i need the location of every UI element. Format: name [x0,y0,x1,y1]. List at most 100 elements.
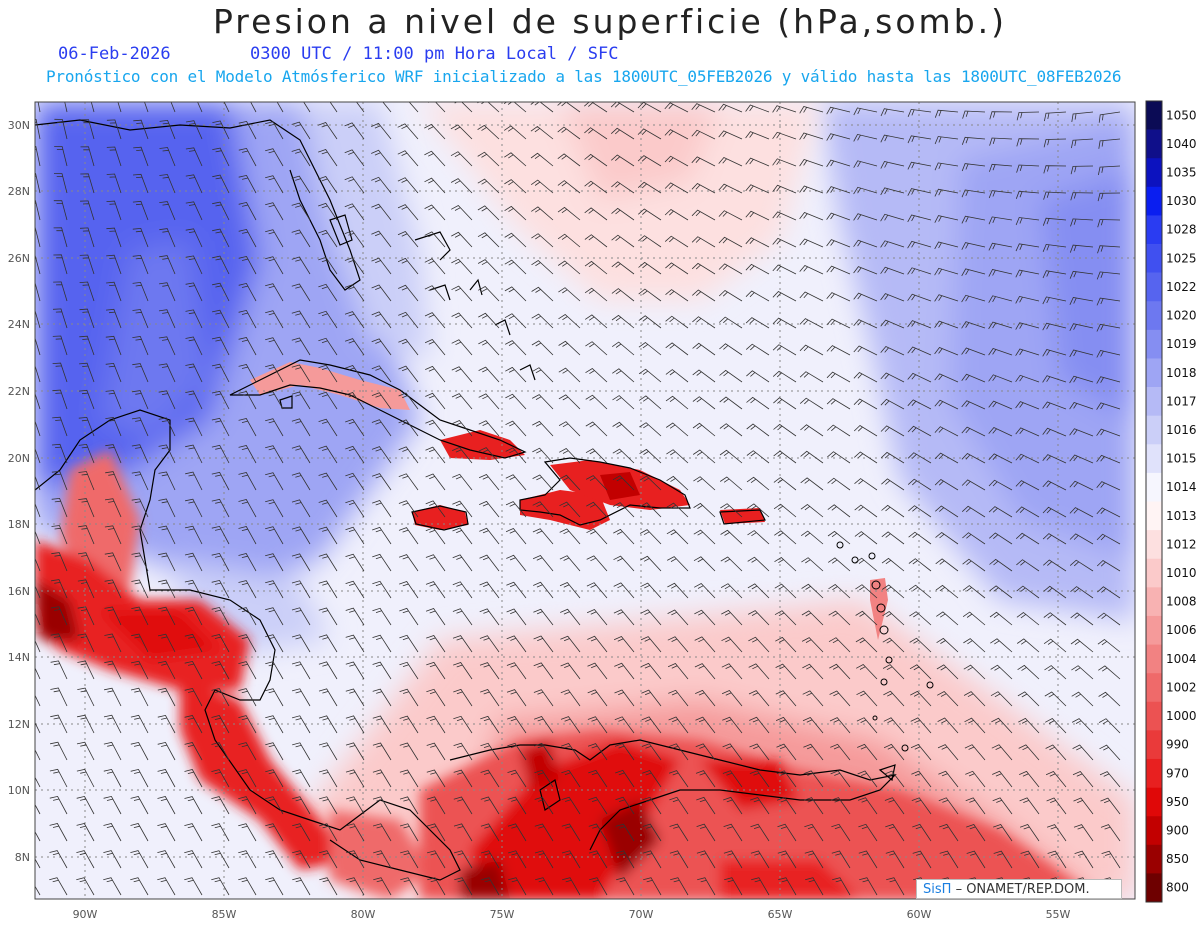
wind-barb [1043,638,1067,653]
wind-barb [506,608,527,626]
wind-barb [612,395,635,410]
wind-barb [131,525,149,545]
wind-barb [158,471,176,491]
wind-barb [1042,349,1067,357]
wind-barb [211,444,230,464]
wind-barb [799,238,824,248]
wind-barb [480,742,500,761]
colorbar-label: 1035 [1166,166,1197,180]
wind-barb [1016,585,1040,599]
wind-barb [1069,559,1094,572]
wind-barb [185,282,203,302]
wind-barb [51,497,68,518]
wind-barb [934,136,959,145]
wind-barb [831,823,851,842]
wind-barb [184,660,203,680]
wind-barb [559,528,581,545]
wind-barb [993,824,1013,842]
colorbar-label: 1015 [1166,452,1197,466]
wind-barb [803,770,824,788]
wind-barb [104,552,122,572]
wind-barb [131,498,149,518]
wind-barb [49,850,68,869]
wind-barb [79,308,95,329]
wind-barb [722,743,743,761]
wind-barb [238,228,257,248]
wind-barb [425,473,446,491]
wind-barb [478,447,500,464]
wind-barb [106,227,122,248]
wind-barb [584,314,608,329]
wind-barb [692,449,716,464]
wind-barb [747,556,770,572]
wind-barb [103,714,122,734]
wind-barb [884,797,905,815]
wind-barb [238,634,257,653]
wind-barb [853,319,878,329]
wind-barb [747,583,770,599]
wind-barb [961,136,986,145]
wind-barb [584,102,608,113]
wind-barb [857,770,878,788]
wind-barb [478,286,500,302]
wind-barb [479,527,500,545]
wind-barb [451,312,473,329]
wind-barb [584,207,608,221]
wind-barb [104,633,122,653]
wind-barb [318,391,338,410]
wind-barb [558,340,581,356]
wind-barb [907,399,932,410]
wind-barb [691,156,716,167]
wind-barb [372,823,392,842]
wind-barb [372,634,392,653]
wind-barb [507,716,527,734]
wind-barb [291,499,311,518]
wind-barb [665,369,689,383]
wind-barb [507,742,527,761]
wind-barb [961,268,986,277]
wind-barb [639,475,662,491]
wind-barb [1099,771,1121,788]
wind-barb [265,121,284,140]
wind-barb [450,178,473,194]
wind-barb [1069,428,1094,437]
wind-barb [52,308,68,329]
wind-barb [665,315,689,329]
wind-barb [827,477,851,491]
wind-barb [238,472,257,491]
wind-barb [106,146,122,167]
credit-brand: SisΠ [923,882,952,897]
wind-barb [184,742,203,761]
wind-barb [131,417,149,437]
wind-barb [80,146,95,167]
wind-barb [669,796,689,815]
wind-barb [880,161,905,169]
wind-barb [157,877,176,896]
wind-barb [212,120,230,140]
wind-barb [507,850,527,869]
wind-barb [291,283,311,302]
wind-barb [884,770,905,788]
wind-barb [1069,402,1094,410]
wind-barb [531,340,554,356]
wind-barb [318,796,338,815]
wind-barb [211,417,230,437]
wind-barb [962,110,986,119]
wind-barb [157,850,176,869]
wind-barb [35,557,41,572]
wind-barb [51,552,68,572]
wind-barb [719,449,743,464]
wind-barb [35,694,41,707]
wind-barb [54,173,68,194]
wind-barb [772,317,797,329]
wind-barb [477,259,500,275]
wind-barb [506,689,527,707]
wind-barb [1015,269,1040,278]
wind-barb [184,552,203,572]
wind-barb [79,362,95,383]
wind-barb [584,180,608,194]
colorbar-swatch [1146,844,1162,874]
wind-barb [1042,217,1067,226]
wind-barb [962,558,986,572]
wind-barb [291,148,311,167]
